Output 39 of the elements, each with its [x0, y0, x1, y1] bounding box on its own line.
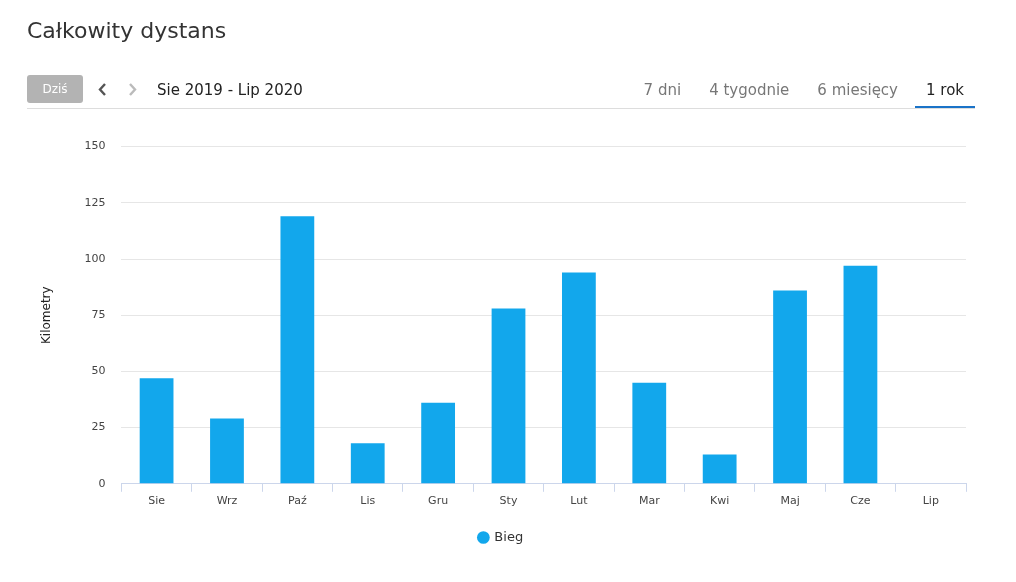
text: Dziś — [27, 75, 83, 103]
bar — [280, 216, 315, 484]
chart-subtitle: Sie 2019 - Lip 2020 — [157, 81, 303, 99]
x-tick-label: Cze — [850, 494, 871, 508]
text: 1 rok — [914, 78, 975, 108]
y-tick-label: 50 — [91, 364, 106, 378]
bar — [843, 265, 878, 484]
y-tick-label: 25 — [91, 420, 106, 434]
bar — [773, 290, 807, 484]
bar — [139, 378, 174, 484]
chart-title: Całkowity dystans — [27, 18, 227, 43]
x-tick-label: Lut — [570, 494, 589, 508]
y-axis-title: Kilometry — [39, 286, 54, 345]
text: 6 miesięcy — [816, 80, 899, 101]
y-tick-label: 150 — [84, 139, 106, 153]
y-tick-label: 0 — [98, 476, 106, 490]
text: 7 dni — [642, 80, 683, 101]
bar — [491, 308, 526, 484]
x-tick-label: Gru — [428, 494, 449, 508]
x-tick-label: Wrz — [216, 494, 238, 508]
y-tick-label: 75 — [91, 308, 106, 322]
x-tick-label: Sie — [148, 494, 166, 508]
x-tick-label: Maj — [780, 494, 800, 508]
x-tick-label: Lip — [922, 494, 939, 508]
text: 4 tygodnie — [708, 80, 791, 101]
x-tick-label: Mar — [638, 494, 661, 508]
legend-label: Bieg — [494, 528, 524, 544]
bar — [632, 382, 667, 484]
bar — [421, 402, 456, 484]
bar — [702, 454, 737, 484]
y-tick-label: 125 — [84, 195, 106, 209]
x-tick-label: Kwi — [710, 494, 730, 508]
y-tick-label: 100 — [84, 251, 106, 265]
bar — [210, 418, 244, 484]
bar — [350, 443, 385, 484]
x-tick-label: Sty — [499, 494, 518, 508]
x-tick-label: Lis — [360, 494, 376, 508]
x-tick-label: Paź — [288, 494, 307, 508]
bar — [562, 272, 596, 484]
